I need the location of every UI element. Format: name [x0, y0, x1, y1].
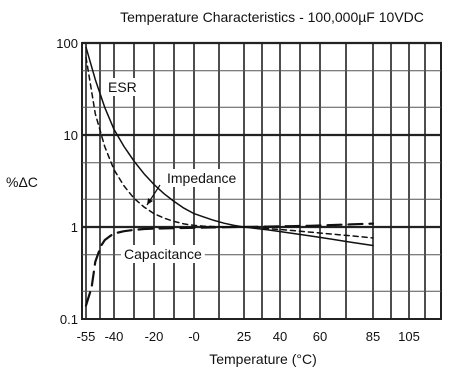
annotation-layer: ESR Impedance Capacitance: [105, 78, 240, 263]
annotation-backdrop: [121, 245, 205, 263]
x-tick-label: -55: [77, 329, 96, 344]
x-tick-label: 85: [366, 329, 380, 344]
impedance-arrow-head: [147, 198, 153, 205]
grid: [81, 41, 442, 320]
plot-series: [84, 46, 375, 307]
series-line-esr: [85, 46, 374, 247]
series-line-impedance: [85, 56, 374, 239]
series-line-capacitance: [84, 222, 375, 307]
x-tick-label: -20: [145, 329, 164, 344]
y-tick-label: 10: [64, 128, 78, 143]
x-tick-label: -40: [105, 329, 124, 344]
annotation-label-capacitance: Capacitance: [124, 246, 202, 262]
x-axis-label: Temperature (°C): [209, 351, 317, 367]
annotation-backdrop: [105, 78, 140, 96]
y-tick-label: 0.1: [60, 312, 78, 327]
annotation-backdrop: [164, 169, 240, 187]
x-tick-label: 105: [398, 329, 420, 344]
chart-title: Temperature Characteristics - 100,000µF …: [120, 9, 424, 25]
y-tick-label: 100: [56, 36, 78, 51]
x-tick-label: 60: [313, 329, 327, 344]
annotation-label-esr: ESR: [108, 79, 137, 95]
x-tick-label: -0: [188, 329, 200, 344]
x-tick-label: 40: [273, 329, 287, 344]
annotation-label-impedance: Impedance: [167, 170, 236, 186]
x-tick-label: 25: [237, 329, 251, 344]
y-tick-label: 1: [71, 220, 78, 235]
y-axis-label: %ΔC: [6, 174, 38, 190]
tick-labels: 100 10 1 0.1 -55 -40 -20 -0 25 40 60 85 105: [56, 36, 420, 344]
